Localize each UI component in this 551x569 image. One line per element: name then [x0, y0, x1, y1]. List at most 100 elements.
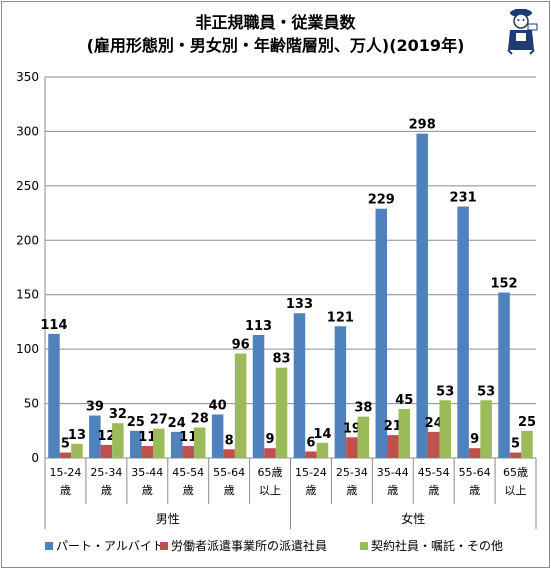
- data-label: 133: [286, 297, 313, 312]
- y-tick-label: 150: [16, 288, 39, 302]
- group-label: 男性: [156, 512, 180, 526]
- x-tick-label: 歳: [387, 484, 398, 497]
- data-label: 11: [179, 430, 197, 445]
- bar: [416, 133, 428, 458]
- bar: [334, 326, 347, 458]
- bar: [48, 333, 60, 458]
- bar: [170, 431, 183, 458]
- x-tick-label: 歳: [428, 484, 439, 497]
- bar: [252, 334, 265, 458]
- data-label: 25: [518, 415, 536, 430]
- x-tick-label: 以上: [505, 484, 527, 497]
- bar: [398, 409, 411, 458]
- y-tick-label: 300: [16, 124, 39, 138]
- chart-title: 非正規職員・従業員数: [195, 13, 356, 32]
- bar: [234, 353, 247, 458]
- reporter-mascot-icon: [507, 9, 538, 55]
- bar: [346, 437, 358, 458]
- bar: [375, 208, 388, 458]
- x-tick-label: 歳: [183, 484, 194, 497]
- legend-label: 労働者派遣事業所の派遣社員: [171, 539, 328, 553]
- x-tick-label: 以上: [259, 484, 281, 497]
- legend-label: パート・アルバイト: [56, 539, 164, 553]
- data-label: 5: [61, 437, 70, 452]
- data-label: 45: [395, 393, 413, 408]
- data-label: 231: [450, 191, 477, 206]
- data-label: 13: [68, 428, 86, 443]
- bar: [498, 292, 510, 458]
- data-label: 83: [272, 352, 290, 367]
- bar: [141, 446, 154, 458]
- bar: [521, 430, 533, 458]
- data-label: 11: [138, 430, 156, 445]
- data-label: 96: [232, 337, 250, 352]
- y-tick-label: 350: [16, 70, 39, 84]
- legend-item-dispatch: 労働者派遣事業所の派遣社員: [160, 537, 327, 554]
- data-label: 121: [327, 310, 354, 325]
- data-label: 9: [266, 432, 275, 447]
- data-label: 14: [313, 427, 331, 442]
- data-label: 113: [245, 319, 272, 334]
- chart-subtitle: (雇用形態別・男女別・年齢階層別、万人)(2019年): [86, 36, 465, 55]
- bar: [427, 431, 440, 458]
- x-tick-label: 25-34: [90, 466, 122, 479]
- legend-item-contract: 契約社員・嘱託・その他: [360, 537, 503, 554]
- x-tick-label: 歳: [469, 484, 480, 497]
- bar: [100, 444, 113, 458]
- data-label: 32: [109, 407, 127, 422]
- bar: [387, 435, 399, 458]
- bar: [275, 367, 288, 458]
- data-label: 38: [354, 401, 372, 416]
- bar: [357, 416, 370, 458]
- data-label: 12: [97, 429, 115, 444]
- bar: [457, 206, 469, 458]
- data-label: 6: [306, 435, 315, 450]
- x-tick-label: 歳: [346, 484, 357, 497]
- x-tick-label: 歳: [101, 484, 112, 497]
- bar: [153, 428, 165, 458]
- x-tick-label: 25-34: [336, 466, 368, 479]
- bar: [509, 452, 522, 458]
- bar: [182, 446, 194, 458]
- y-tick-label: 100: [16, 342, 39, 356]
- data-label: 229: [368, 193, 395, 208]
- legend-swatch: [45, 541, 53, 550]
- data-label: 8: [225, 433, 234, 448]
- y-tick-label: 200: [16, 233, 39, 247]
- x-tick-label: 45-54: [418, 466, 450, 479]
- x-tick-label: 55-64: [213, 466, 245, 479]
- bar: [468, 448, 481, 458]
- data-label: 152: [490, 277, 517, 292]
- legend-swatch: [160, 541, 168, 550]
- y-tick-label: 250: [16, 179, 39, 193]
- legend-label: 契約社員・嘱託・その他: [371, 539, 504, 553]
- bar: [439, 400, 451, 458]
- bar: [89, 415, 101, 458]
- bar: [223, 449, 235, 458]
- x-tick-label: 歳: [224, 484, 235, 497]
- data-label: 53: [477, 384, 495, 399]
- y-tick-label: 0: [31, 451, 39, 465]
- x-tick-label: 55-64: [459, 466, 491, 479]
- data-label: 9: [470, 432, 479, 447]
- bar: [264, 448, 276, 458]
- bar: [316, 442, 329, 458]
- group-label: 女性: [401, 511, 425, 526]
- bar: [193, 427, 206, 458]
- bar: [59, 452, 72, 458]
- data-label: 24: [425, 416, 443, 431]
- data-label: 53: [436, 384, 454, 399]
- x-tick-label: 45-54: [172, 466, 204, 479]
- data-label: 24: [168, 416, 186, 431]
- x-tick-label: 35-44: [131, 466, 163, 479]
- bar: [293, 313, 306, 458]
- data-label: 19: [343, 421, 361, 436]
- x-tick-label: 35-44: [377, 466, 409, 479]
- bar: [211, 414, 224, 458]
- data-label: 25: [127, 415, 145, 430]
- legend-item-part-time: パート・アルバイト: [45, 537, 164, 554]
- data-label: 21: [384, 419, 402, 434]
- x-tick-label: 15-24: [295, 466, 327, 479]
- bar: [305, 451, 317, 458]
